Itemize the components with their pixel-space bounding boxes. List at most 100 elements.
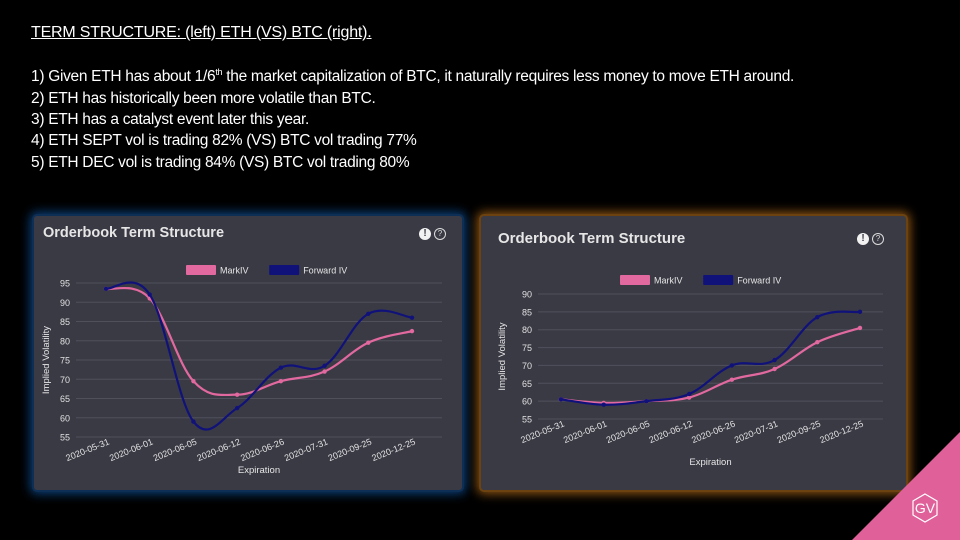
x-tick-label: 2020-06-26 [690,419,736,446]
logo-text: GV [915,500,936,516]
x-tick-label: 2020-05-31 [64,437,110,464]
data-point [409,328,415,334]
chart-title: Orderbook Term Structure [498,230,686,247]
help-icon[interactable]: ? [872,233,884,245]
x-tick-label: 2020-06-01 [562,419,608,446]
data-point [729,377,735,382]
y-axis-title: Implied Volatility [497,322,508,390]
data-point [772,357,777,363]
legend-swatch [703,275,734,285]
data-point [772,366,777,372]
y-tick-label: 75 [522,343,532,353]
point-1-end: the market capitalization of BTC, it nat… [222,68,795,86]
data-point [322,369,327,374]
point-1-start: 1) Given ETH has about 1/6 [31,68,216,86]
data-point [103,286,109,291]
y-tick-label: 90 [60,298,70,308]
data-point [409,315,415,320]
x-tick-label: 2020-12-25 [370,437,416,464]
data-point [234,405,240,411]
data-point [278,365,284,370]
legend-label: Forward IV [303,266,347,276]
y-tick-label: 70 [60,375,70,385]
y-tick-label: 70 [522,361,532,371]
y-tick-label: 95 [60,279,70,289]
slide-heading: TERM STRUCTURE: (left) ETH (VS) BTC (rig… [31,24,372,41]
legend-label: MarkIV [220,266,249,276]
data-point [191,419,196,424]
panel-icons: ! ? [419,228,446,240]
data-point [857,325,863,331]
legend-swatch [620,275,650,285]
data-point [322,363,327,368]
btc-term-structure-chart: 55606570758085902020-05-312020-06-012020… [497,275,883,468]
y-tick-label: 65 [522,379,532,389]
alert-icon[interactable]: ! [857,233,869,245]
series-line [105,281,413,431]
y-tick-label: 55 [522,415,532,425]
series-line [560,326,861,405]
y-tick-label: 80 [60,336,70,346]
data-point [729,363,735,368]
data-point [558,397,564,402]
y-tick-label: 60 [60,413,70,423]
y-tick-label: 65 [60,394,70,404]
point-1-sup: th [215,67,223,77]
x-tick-label: 2020-09-25 [776,419,822,446]
eth-chart-panel: Orderbook Term Structure ! ? 55 60 65 70 75 8… [34,216,462,490]
x-tick-label: 2020-06-01 [108,437,154,464]
series-line [560,310,861,406]
data-point [147,292,152,297]
alert-icon[interactable]: ! [419,228,431,240]
gv-logo: GV [852,432,960,540]
help-icon[interactable]: ? [434,228,446,240]
y-tick-label: 85 [60,317,70,327]
point-1: 1) Given ETH has about 1/6th the market … [31,62,794,88]
data-point [815,315,820,320]
legend-label: MarkIV [654,276,683,286]
point-3: 3) ETH has a catalyst event later this y… [31,110,309,128]
data-point [366,311,371,316]
x-tick-label: 2020-07-31 [733,419,779,446]
slide-text: TERM STRUCTURE: (left) ETH (VS) BTC (rig… [31,24,794,173]
btc-chart-panel: Orderbook Term Structure ! ? 55 60 65 70 75 8… [481,216,906,490]
data-point [234,392,240,397]
x-tick-label: 2020-06-26 [239,437,285,464]
y-tick-label: 90 [522,290,532,300]
x-tick-label: 2020-06-12 [195,437,241,464]
data-point [366,340,371,345]
data-point [644,398,649,404]
x-tick-label: 2020-06-05 [152,437,198,464]
y-axis-title: Implied Volatility [41,326,52,394]
legend-swatch [269,265,300,275]
x-tick-label: 2020-09-25 [327,437,373,464]
data-point [278,378,284,384]
y-tick-label: 60 [522,397,532,407]
legend-swatch [186,265,216,275]
panel-icons: ! ? [857,233,884,245]
y-tick-label: 55 [60,433,70,443]
points-list: 1) Given ETH has about 1/6th the market … [31,62,794,173]
x-tick-label: 2020-06-05 [605,419,651,446]
eth-term-structure-chart: 5560657075808590952020-05-312020-06-0120… [41,265,442,476]
point-5: 5) ETH DEC vol is trading 84% (VS) BTC v… [31,153,410,171]
x-axis-title: Expiration [238,465,280,476]
legend-label: Forward IV [737,276,781,286]
y-tick-label: 75 [60,356,70,366]
data-point [857,309,863,315]
x-tick-label: 2020-06-12 [647,419,693,446]
logo-hexagon [912,493,938,523]
data-point [191,378,196,384]
data-point [815,340,820,345]
x-tick-label: 2020-07-31 [283,437,329,464]
data-point [686,391,692,397]
point-4: 4) ETH SEPT vol is trading 82% (VS) BTC … [31,132,417,150]
data-point [686,395,692,400]
y-tick-label: 80 [522,325,532,335]
logo-triangle [852,432,960,540]
point-2: 2) ETH has historically been more volati… [31,89,376,107]
y-tick-label: 85 [522,307,532,317]
x-axis-title: Expiration [689,457,731,468]
chart-title: Orderbook Term Structure [43,225,225,241]
data-point [601,402,606,407]
